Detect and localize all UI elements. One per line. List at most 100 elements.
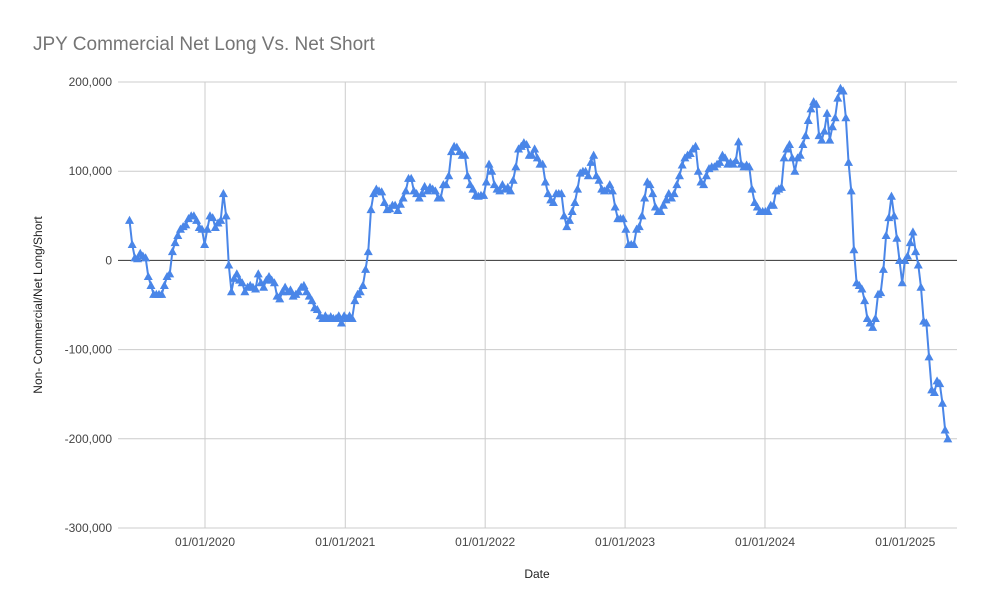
data-point [763, 206, 773, 215]
x-tick-label: 01/01/2021 [315, 535, 375, 549]
data-point [803, 115, 813, 124]
data-point [377, 187, 387, 196]
data-point [538, 159, 548, 168]
data-point [398, 193, 408, 202]
data-point [479, 190, 489, 199]
data-point [379, 197, 389, 207]
data-point [621, 224, 631, 233]
data-point [940, 425, 950, 434]
data-point [481, 177, 491, 186]
data-point [540, 177, 550, 186]
data-point [559, 211, 569, 220]
data-point [924, 352, 934, 361]
data-point [691, 141, 701, 150]
data-point [908, 227, 918, 236]
data-point [594, 175, 604, 184]
data-point [269, 278, 279, 287]
data-point [645, 180, 655, 189]
data-point [607, 186, 617, 195]
data-point [146, 280, 156, 289]
data-point [929, 387, 939, 397]
data-point [892, 233, 902, 242]
data-point [878, 264, 888, 273]
data-point [640, 193, 650, 202]
data-point [224, 260, 234, 269]
data-point [460, 150, 470, 159]
data-point [355, 287, 365, 296]
data-point [720, 153, 730, 162]
data-point [819, 126, 829, 135]
data-point [801, 131, 811, 140]
data-point [237, 278, 247, 287]
plot-area [124, 83, 953, 443]
data-point [363, 246, 373, 256]
data-point [806, 104, 816, 113]
data-point [811, 99, 821, 108]
data-point [911, 246, 921, 256]
data-point [141, 253, 151, 262]
data-point [744, 162, 754, 171]
data-point [336, 318, 346, 327]
data-point [347, 313, 357, 322]
data-point [143, 271, 153, 281]
data-point [833, 93, 843, 102]
data-point [868, 322, 878, 331]
data-point [240, 287, 250, 296]
data-point [361, 264, 371, 273]
data-point [159, 280, 169, 289]
data-point [734, 137, 744, 146]
data-point [173, 230, 183, 240]
data-point [468, 184, 478, 193]
data-point [570, 197, 580, 207]
data-point [463, 171, 473, 180]
data-point [618, 213, 628, 223]
data-point [586, 157, 596, 166]
data-point [881, 230, 891, 240]
x-tick-label: 01/01/2023 [595, 535, 655, 549]
grid: -300,000 -200,000 -100,000 0 100,000 200,000 0… [65, 75, 957, 549]
data-point [406, 173, 416, 182]
x-tick-label: 01/01/2022 [455, 535, 515, 549]
data-point [921, 318, 931, 327]
data-point [527, 150, 537, 159]
data-point [216, 215, 226, 224]
data-point [299, 280, 309, 289]
data-point [532, 153, 542, 162]
data-point [629, 239, 639, 248]
data-point [889, 211, 899, 220]
data-point [530, 144, 540, 153]
data-point [133, 254, 143, 263]
data-point [731, 155, 741, 165]
data-point [846, 186, 856, 195]
data-point [202, 224, 212, 233]
data-point [943, 434, 953, 443]
data-point [259, 282, 269, 291]
data-point [358, 280, 368, 289]
data-point [307, 296, 317, 305]
data-point [916, 282, 926, 291]
data-point [567, 206, 577, 215]
data-point [511, 162, 521, 171]
data-point [849, 245, 859, 254]
data-point [798, 139, 808, 149]
data-point [935, 378, 945, 388]
data-point [699, 180, 709, 189]
data-point [669, 189, 679, 198]
data-point [838, 86, 848, 95]
y-tick-label: -200,000 [65, 432, 113, 446]
x-axis-title: Date [524, 567, 550, 581]
data-point [253, 269, 263, 278]
data-point [776, 182, 786, 191]
data-point [795, 150, 805, 159]
data-point [844, 157, 854, 166]
data-point [200, 239, 210, 248]
data-point [543, 189, 553, 198]
y-tick-label: 100,000 [69, 164, 113, 178]
data-point [602, 184, 612, 193]
data-point [903, 251, 913, 260]
data-point [666, 193, 676, 202]
data-point [876, 288, 886, 297]
